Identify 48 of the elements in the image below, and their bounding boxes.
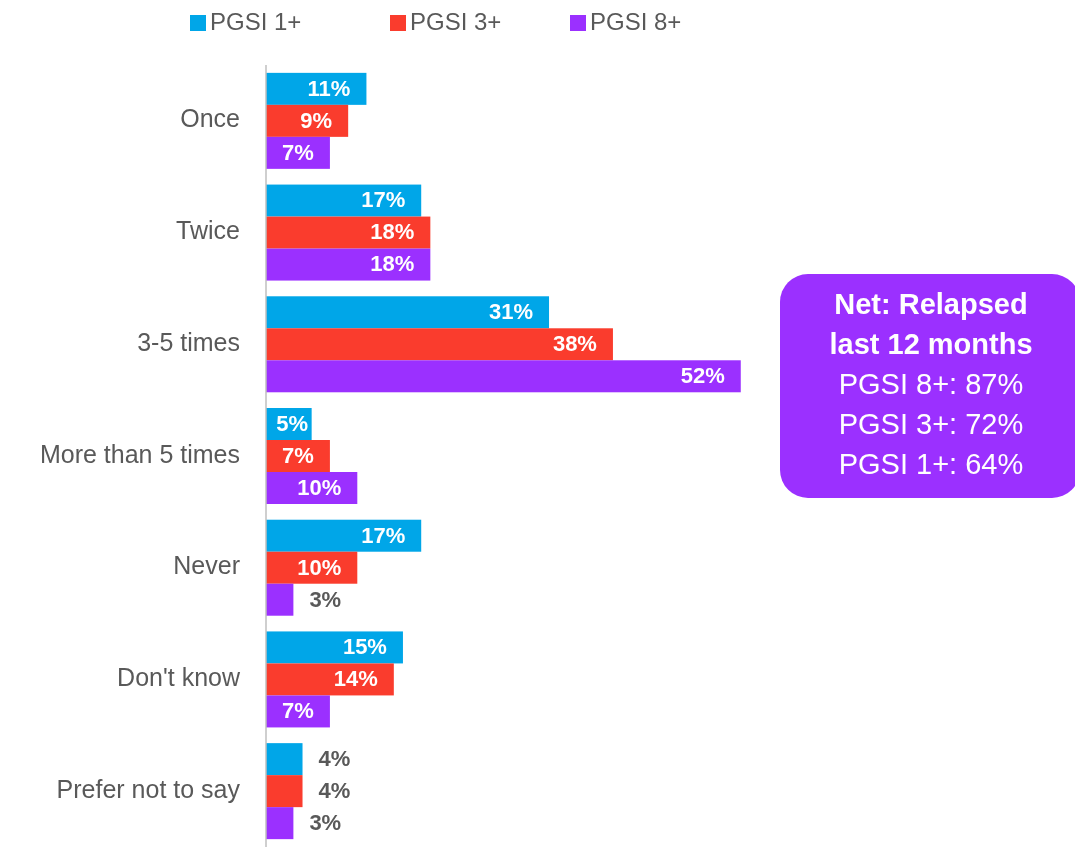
- bar: [266, 360, 741, 393]
- bar: [266, 519, 422, 552]
- data-label: 4%: [318, 745, 351, 771]
- data-label: 14%: [333, 666, 378, 692]
- data-label: 11%: [307, 75, 351, 101]
- bar: [266, 663, 394, 696]
- data-label: 3%: [309, 809, 342, 835]
- y-tick-label: Twice: [176, 216, 240, 245]
- y-tick-label: 3-5 times: [137, 327, 240, 356]
- data-label: 3%: [309, 586, 342, 612]
- data-label: 4%: [318, 777, 351, 803]
- y-tick-label: Prefer not to say: [56, 774, 241, 803]
- legend-label: PGSI 3+: [410, 8, 502, 36]
- legend-label: PGSI 1+: [210, 8, 302, 36]
- y-tick-label: Once: [180, 104, 240, 133]
- text: Net: Relapsed last 12 months: [829, 287, 1033, 360]
- data-label: 31%: [488, 299, 534, 325]
- bar: [266, 631, 403, 664]
- data-label: 7%: [282, 139, 314, 165]
- bar: [266, 184, 422, 217]
- data-label: 38%: [552, 331, 597, 357]
- data-label: 52%: [680, 363, 725, 389]
- data-label: 15%: [342, 634, 387, 660]
- text: PGSI 8+: 87%: [838, 367, 1024, 400]
- y-tick-label: Never: [173, 551, 240, 580]
- data-label: 5%: [276, 410, 308, 436]
- text: PGSI 3+: 72%: [838, 407, 1024, 440]
- bar: [266, 743, 303, 776]
- data-label: 9%: [300, 107, 333, 133]
- bar: [266, 328, 613, 361]
- y-tick-label: More than 5 times: [39, 439, 240, 468]
- data-label: 17%: [361, 187, 406, 213]
- text: PGSI 1+: 64%: [838, 447, 1024, 480]
- data-label: 10%: [297, 474, 342, 500]
- data-label: 7%: [282, 698, 314, 724]
- bar: [266, 216, 431, 249]
- data-label: 18%: [370, 251, 415, 277]
- data-label: 18%: [370, 219, 415, 245]
- legend-label: PGSI 8+: [590, 8, 682, 36]
- bar: [266, 296, 550, 329]
- data-label: 7%: [282, 442, 314, 468]
- y-tick-label: Don't know: [117, 663, 241, 692]
- bar: [266, 248, 431, 281]
- bar: [266, 775, 303, 808]
- bar: [266, 583, 294, 616]
- data-label: 10%: [297, 554, 342, 580]
- bar: [266, 807, 294, 840]
- data-label: 17%: [361, 522, 406, 548]
